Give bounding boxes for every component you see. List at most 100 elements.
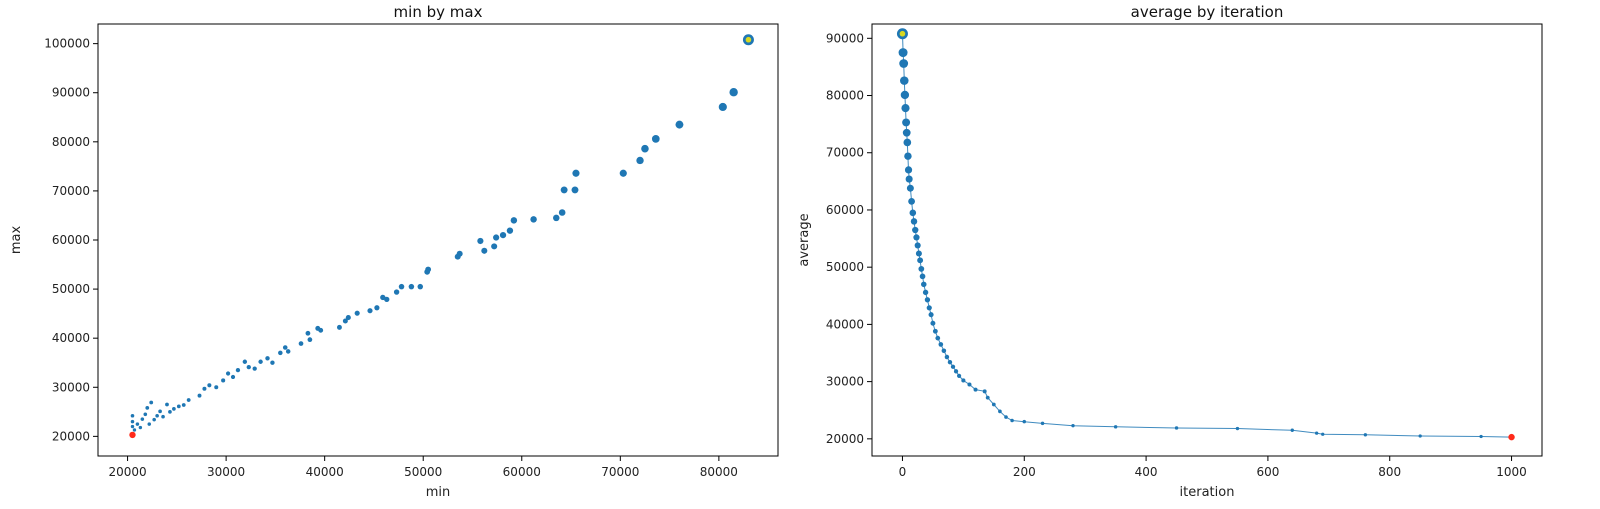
y-tick-label: 30000 — [52, 380, 90, 394]
series-line — [902, 33, 1512, 438]
data-point — [225, 371, 231, 376]
y-tick-label: 60000 — [52, 233, 90, 247]
x-tick-label: 0 — [899, 465, 907, 479]
data-point — [258, 359, 263, 364]
data-point — [207, 383, 212, 388]
y-axis-title: max — [9, 226, 24, 255]
data-point — [278, 350, 283, 356]
data-point — [235, 367, 241, 373]
y-tick-label: 70000 — [826, 146, 864, 160]
data-point — [172, 407, 176, 411]
data-point — [336, 324, 342, 330]
data-point — [298, 341, 304, 346]
data-point — [718, 102, 727, 112]
x-axis-title: iteration — [1180, 485, 1235, 500]
data-point — [417, 283, 424, 290]
data-point — [985, 395, 990, 400]
data-point — [919, 273, 926, 280]
y-tick-label: 50000 — [52, 282, 90, 296]
data-point — [935, 335, 941, 341]
data-point — [342, 318, 348, 324]
data-point — [425, 266, 432, 273]
data-point — [641, 144, 649, 153]
data-point — [398, 283, 405, 290]
axis-ticks: 0 200 400 600 800 1000 20000 30000 40000 50000 600… — [826, 31, 1527, 479]
data-point — [1071, 423, 1075, 428]
x-tick-label: 20000 — [108, 465, 146, 479]
data-point — [530, 216, 537, 223]
data-point — [221, 378, 226, 383]
data-point — [132, 428, 137, 432]
data-point — [904, 152, 912, 160]
data-point — [905, 175, 913, 183]
data-point — [973, 387, 978, 392]
x-axis-title: min — [426, 485, 451, 500]
data-point — [149, 400, 154, 405]
data-point — [921, 281, 927, 288]
data-point — [168, 409, 172, 414]
data-point — [506, 227, 514, 234]
y-tick-label: 40000 — [826, 317, 864, 331]
data-point — [130, 424, 135, 429]
y-tick-label: 30000 — [826, 375, 864, 389]
data-point — [898, 48, 908, 58]
best-point — [1508, 433, 1515, 441]
y-tick-label: 80000 — [52, 135, 90, 149]
data-point — [510, 217, 518, 224]
data-point — [477, 237, 484, 245]
data-point — [571, 186, 579, 194]
data-point — [491, 243, 498, 250]
y-tick-label: 20000 — [826, 432, 864, 446]
data-point — [930, 320, 936, 326]
start-point — [745, 36, 752, 43]
line-chart-average-by-iteration: average by iteration iteration average 0… — [797, 3, 1543, 500]
x-tick-label: 200 — [1013, 465, 1036, 479]
data-point — [926, 305, 932, 311]
data-point — [1022, 419, 1027, 424]
data-point — [947, 359, 953, 365]
data-points — [896, 28, 1515, 441]
data-point — [558, 209, 566, 216]
data-point — [155, 413, 159, 418]
data-point — [938, 342, 944, 347]
data-point — [307, 337, 313, 343]
scatter-chart-min-by-max: min by max min max 20000 30000 40000 50000 6… — [9, 3, 779, 500]
data-point — [928, 312, 934, 318]
data-point — [152, 417, 156, 422]
data-point — [246, 364, 251, 370]
axis-ticks: 20000 30000 40000 50000 60000 70000 80000 20000… — [44, 37, 738, 479]
data-point — [1363, 433, 1368, 437]
data-point — [906, 184, 914, 192]
data-point — [130, 413, 135, 418]
plot-frame — [871, 23, 1543, 457]
data-point — [252, 366, 257, 371]
data-point — [902, 118, 911, 127]
data-point — [1290, 428, 1294, 432]
data-point — [912, 226, 919, 234]
data-point — [998, 409, 1002, 414]
x-tick-label: 30000 — [207, 465, 245, 479]
data-points — [129, 34, 754, 439]
data-point — [982, 389, 987, 394]
x-tick-label: 60000 — [503, 465, 541, 479]
data-point — [165, 402, 169, 407]
data-point — [305, 330, 311, 336]
x-tick-label: 600 — [1256, 465, 1279, 479]
data-point — [230, 374, 236, 380]
data-point — [560, 186, 568, 194]
data-point — [186, 398, 191, 402]
x-tick-label: 1000 — [1496, 465, 1527, 479]
data-point — [904, 166, 913, 174]
y-tick-label: 100000 — [44, 37, 90, 51]
data-point — [553, 214, 560, 222]
data-point — [967, 382, 972, 387]
data-point — [499, 231, 507, 239]
data-point — [1174, 426, 1179, 430]
data-point — [384, 296, 390, 303]
data-point — [345, 315, 351, 321]
x-tick-label: 50000 — [404, 465, 442, 479]
data-point — [1040, 421, 1045, 426]
data-point — [619, 169, 627, 177]
chart-title: average by iteration — [1131, 3, 1284, 21]
